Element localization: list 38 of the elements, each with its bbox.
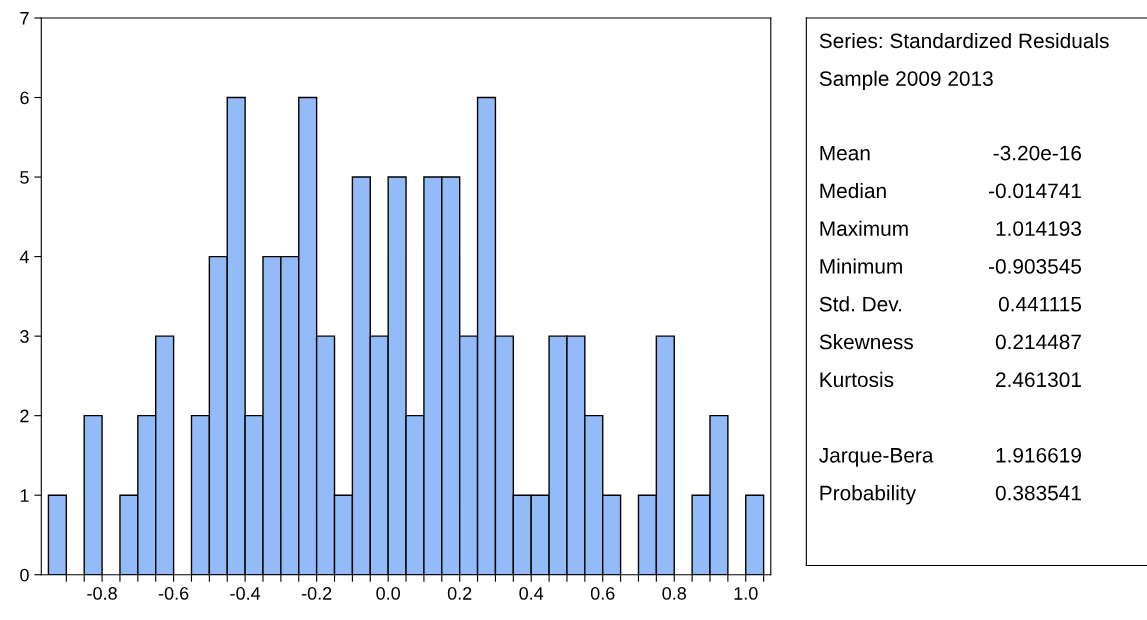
y-tick-label: 1: [20, 489, 29, 502]
text: 0.441115: [998, 296, 1082, 312]
x-tick-label: 0.2: [447, 587, 472, 600]
text: Sample 2009 2013: [819, 70, 993, 91]
text: Jarque-Bera: [819, 448, 934, 467]
text: Skewness: [819, 334, 913, 350]
y-tick-label: 0: [20, 568, 29, 582]
x-tick-label: 0.0: [376, 587, 400, 600]
x-tick-label: 1.0: [734, 587, 758, 600]
x-tick-label: -0.2: [301, 587, 332, 600]
text: Series: Standardized Residuals: [819, 32, 1109, 49]
x-tick-label: 0.6: [590, 587, 615, 600]
y-tick-label: 2: [20, 409, 29, 423]
x-tick-label: -0.4: [230, 587, 261, 600]
x-tick-label: -0.8: [87, 587, 117, 600]
text: Minimum: [820, 258, 902, 274]
text: 1.014193: [996, 221, 1081, 236]
x-tick-label: -0.6: [158, 587, 189, 600]
text: 1.916619: [996, 447, 1081, 463]
text: Std. Dev.: [819, 296, 902, 312]
text: Maximum: [820, 220, 908, 236]
y-tick-label: 5: [20, 171, 29, 184]
text: 0.383541: [995, 485, 1081, 501]
text: Probability: [820, 485, 917, 505]
text: Mean: [820, 145, 870, 161]
text: -0.903545: [989, 259, 1082, 274]
y-tick-label: 4: [19, 250, 29, 264]
text: Median: [820, 182, 886, 199]
y-tick-label: 3: [20, 330, 29, 343]
y-tick-label: 7: [20, 12, 29, 25]
y-tick-label: 6: [20, 91, 29, 105]
text: Kurtosis: [820, 371, 894, 388]
text: -0.014741: [989, 183, 1081, 199]
text: 2.461301: [996, 372, 1081, 388]
text: -3.20e-16: [993, 145, 1081, 161]
text: 0.214487: [995, 334, 1081, 350]
x-tick-label: 0.8: [662, 587, 686, 600]
x-tick-label: 0.4: [519, 587, 544, 600]
